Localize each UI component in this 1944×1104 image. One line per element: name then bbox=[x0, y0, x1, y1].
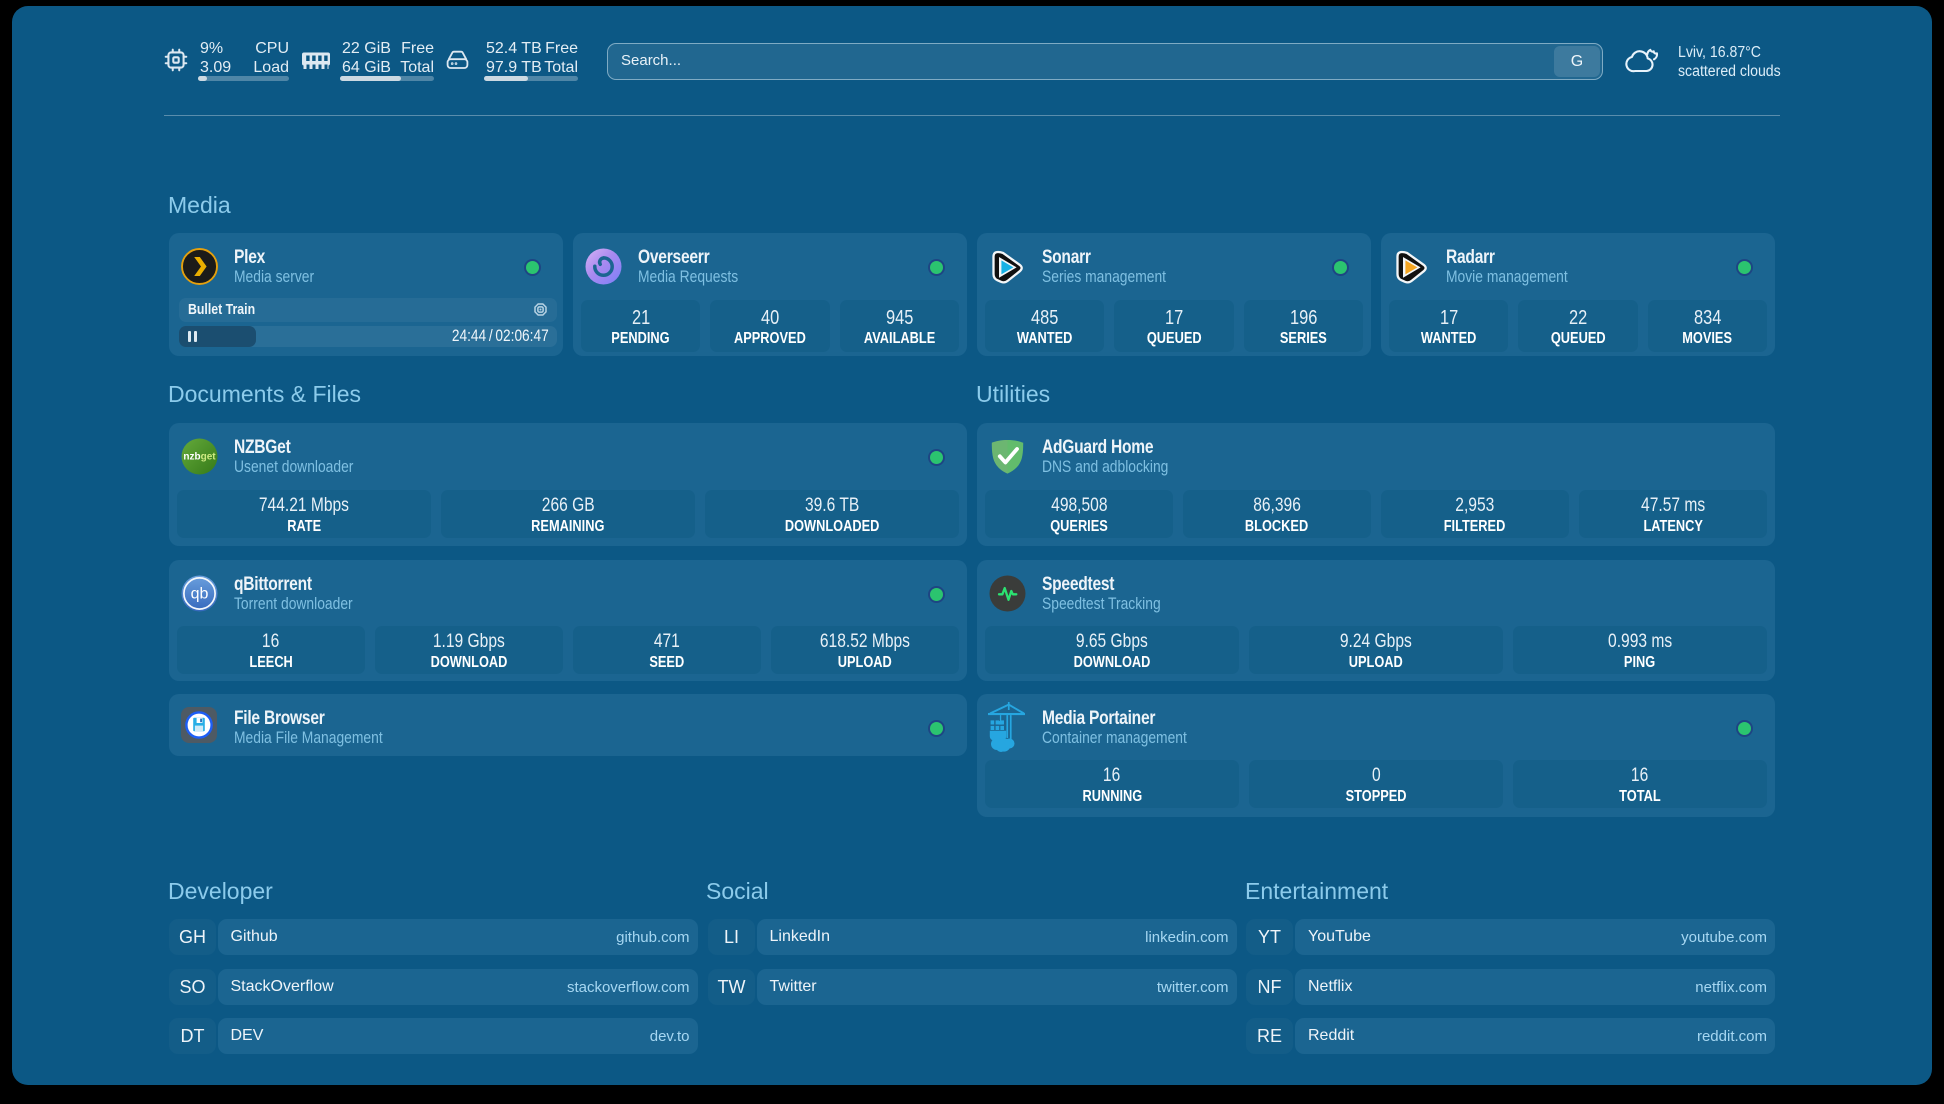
svg-text:qb: qb bbox=[191, 586, 209, 603]
svg-text:nzbget: nzbget bbox=[183, 452, 216, 463]
